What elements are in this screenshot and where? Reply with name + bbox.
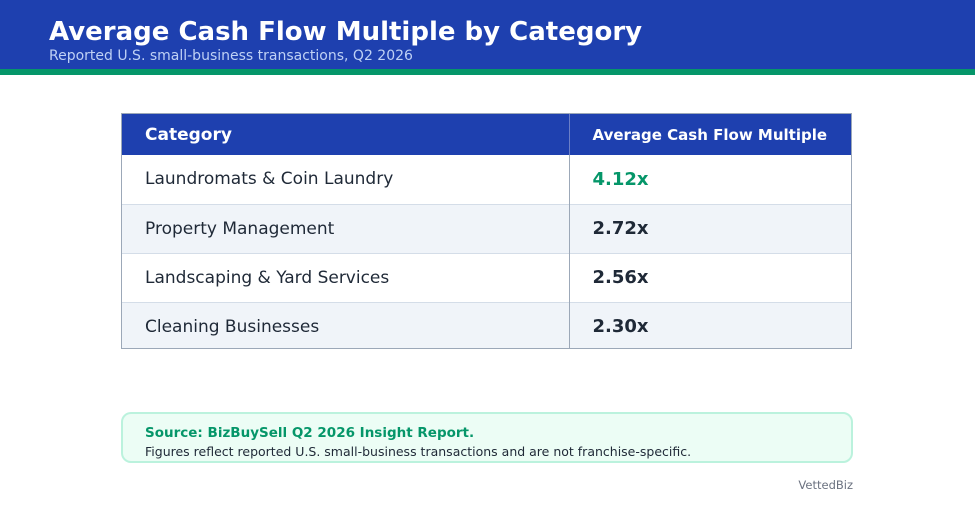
multiple-cell: 2.56x (568, 252, 851, 302)
table-row: Laundromats & Coin Laundry 4.12x (122, 155, 851, 204)
multiple-cell: 4.12x (568, 155, 851, 204)
page-title: Average Cash Flow Multiple by Category (49, 17, 643, 47)
multiple-cell: 2.72x (568, 203, 851, 253)
table-header-row: Category Average Cash Flow Multiple (122, 114, 851, 155)
table-row: Landscaping & Yard Services 2.56x (122, 252, 851, 302)
multiple-cell: 2.30x (568, 301, 851, 348)
brand-watermark: VettedBiz (798, 478, 853, 492)
category-cell: Laundromats & Coin Laundry (145, 169, 394, 190)
accent-divider (0, 69, 975, 75)
header-banner: Average Cash Flow Multiple by Category R… (0, 0, 975, 69)
column-header-multiple: Average Cash Flow Multiple (568, 114, 851, 155)
table-row: Property Management 2.72x (122, 203, 851, 253)
column-header-category: Category (145, 124, 232, 145)
source-description: Figures reflect reported U.S. small-busi… (145, 444, 692, 459)
source-note-box: Source: BizBuySell Q2 2026 Insight Repor… (121, 412, 853, 463)
page-subtitle: Reported U.S. small-business transaction… (49, 48, 413, 64)
category-cell: Property Management (122, 203, 569, 253)
category-cell: Landscaping & Yard Services (122, 252, 569, 302)
multiples-table: Category Average Cash Flow Multiple Laun… (121, 113, 852, 349)
table-row: Cleaning Businesses 2.30x (122, 301, 851, 348)
category-cell: Cleaning Businesses (122, 301, 569, 348)
source-title: Source: BizBuySell Q2 2026 Insight Repor… (145, 425, 475, 441)
